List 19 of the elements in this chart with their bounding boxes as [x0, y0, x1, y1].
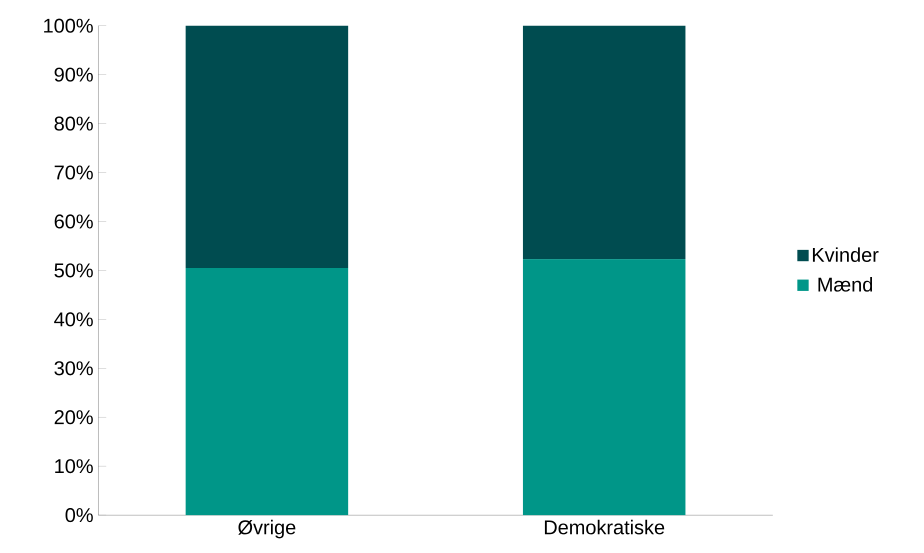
y-tick-label: 30% [54, 361, 93, 376]
y-tick-label: 0% [66, 508, 93, 522]
y-tick-label: 80% [54, 116, 93, 131]
x-tick-label: Demokratiske [544, 520, 664, 534]
legend-label: Mænd [818, 277, 872, 292]
bar [186, 268, 348, 516]
bar [186, 26, 348, 268]
x-tick-label: Øvrige [238, 520, 296, 538]
y-tick-label: 20% [54, 410, 93, 424]
y-tick-label: 50% [54, 263, 93, 278]
y-tick-label: 100% [44, 18, 93, 33]
y-tick-label: 60% [54, 214, 93, 229]
bar [522, 26, 686, 260]
bar [522, 259, 686, 516]
y-tick-label: 70% [54, 166, 93, 180]
legend-label: Kvinder [812, 247, 879, 262]
y-tick-label: 10% [55, 459, 93, 474]
y-tick-label: 90% [54, 68, 93, 82]
y-tick-label: 40% [54, 312, 93, 326]
